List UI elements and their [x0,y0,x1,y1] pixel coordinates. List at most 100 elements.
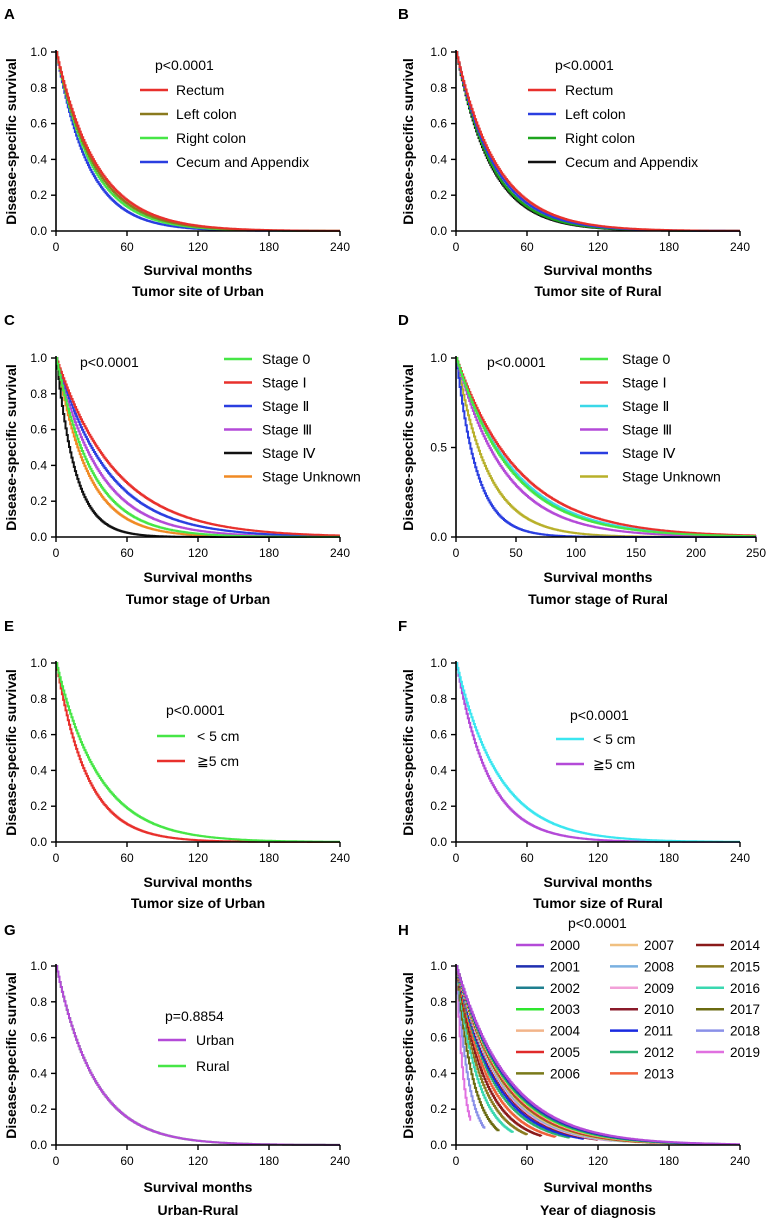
y-tick-label: 0.2 [30,1102,47,1116]
legend-label: 2007 [644,938,674,953]
y-tick-label: 0.4 [30,763,47,777]
legend-label: 2011 [644,1024,673,1039]
panel-letter: G [4,922,16,939]
panel-letter: E [4,618,14,635]
legend-label: 2014 [730,938,761,953]
x-tick-label: 200 [686,546,706,560]
x-tick-label: 60 [120,1154,134,1168]
p-value: p<0.0001 [555,57,614,73]
curve-urban [56,965,340,1146]
y-tick-label: 0.0 [430,835,447,849]
x-tick-label: 240 [730,1154,750,1168]
y-axis-title: Disease-specific survival [3,669,19,836]
legend-label: 2003 [550,1002,580,1017]
legend-label: 2009 [644,981,674,996]
legend-label: Stage Ⅰ [262,375,307,391]
curve-stage- [456,357,756,537]
y-tick-label: 0.6 [30,728,47,742]
y-tick-label: 0.6 [430,728,447,742]
panel-subtitle: Tumor stage of Urban [126,591,270,607]
panel-b: B 0 60 120 180 240 0.0 0.2 0.4 0.6 0.8 1.0 Survival … [398,6,750,299]
x-axis-title: Survival months [144,262,253,278]
y-tick-label: 1.0 [430,351,447,365]
x-tick-label: 60 [520,851,534,865]
legend-label: Stage Unknown [262,469,361,485]
x-tick-label: 120 [188,240,208,254]
legend: < 5 cm ≧5 cm [157,728,239,769]
y-tick-label: 0.8 [430,692,447,706]
legend-label: < 5 cm [593,731,635,747]
panel-subtitle: Tumor size of Urban [131,895,265,911]
y-tick-label: 0.0 [430,530,447,544]
curve-stage- [56,357,340,537]
y-tick-label: 0.2 [430,1102,447,1116]
y-tick-label: 1.0 [430,45,447,59]
y-tick-label: 0.8 [30,995,47,1009]
legend-label: Stage Ⅳ [262,445,315,461]
curve-2012 [456,965,571,1139]
y-tick-label: 1.0 [430,656,447,670]
p-value: p<0.0001 [166,702,225,718]
x-tick-label: 180 [659,240,679,254]
x-tick-label: 120 [188,851,208,865]
legend: Rectum Left colon Right colon Cecum and App… [528,82,698,170]
legend-label: 2013 [644,1066,674,1081]
y-tick-label: 0.8 [430,995,447,1009]
legend-label: Stage Ⅲ [262,422,312,438]
curve--5-cm [456,662,740,843]
curve-rural [56,965,340,1146]
panel-subtitle: Tumor site of Rural [534,283,661,299]
legend-label: 2002 [550,981,580,996]
legend-label: < 5 cm [197,728,239,744]
y-tick-label: 0.8 [430,81,447,95]
curve-2013 [456,965,557,1138]
legend-label: Rectum [565,82,613,98]
x-tick-label: 60 [120,240,134,254]
legend-label: Stage Ⅲ [622,422,672,438]
y-tick-label: 1.0 [430,959,447,973]
p-value: p<0.0001 [568,915,627,931]
legend: 2000 2001 2002 2003 2004 2005 2006 2007 2008 2009… [516,938,761,1081]
x-tick-label: 150 [626,546,646,560]
legend-label: Left colon [565,106,626,122]
x-tick-label: 60 [520,1154,534,1168]
legend-label: Stage Ⅱ [622,398,669,414]
x-tick-label: 180 [259,1154,279,1168]
legend-label: 2005 [550,1045,580,1060]
x-axis-title: Survival months [544,262,653,278]
y-tick-label: 0.0 [430,224,447,238]
legend-label: 2006 [550,1066,580,1081]
x-tick-label: 0 [53,240,60,254]
x-tick-label: 120 [588,1154,608,1168]
y-tick-label: 1.0 [30,45,47,59]
y-tick-label: 0.4 [430,152,447,166]
x-tick-label: 0 [453,1154,460,1168]
y-tick-label: 0.8 [30,387,47,401]
y-tick-label: 0.4 [30,152,47,166]
curve-2017 [456,965,500,1132]
panel-e: E 0 60 120 180 240 0.0 0.2 0.4 0.6 0.8 1.0 Survival … [3,618,350,911]
p-value: p<0.0001 [155,57,214,73]
panel-letter: F [398,618,407,635]
panel-letter: H [398,922,409,939]
y-tick-label: 0.2 [30,494,47,508]
curve-rectum [56,51,340,232]
legend-label: 2012 [644,1045,674,1060]
y-tick-label: 0.6 [430,1031,447,1045]
legend-label: Stage 0 [262,351,310,367]
legend: Rectum Left colon Right colon Cecum and App… [140,82,309,170]
x-tick-label: 120 [588,851,608,865]
curve-rectum [456,51,740,232]
legend-label: 2019 [730,1045,760,1060]
y-axis-title: Disease-specific survival [400,364,416,531]
panel-letter: D [398,312,409,329]
x-tick-label: 60 [520,240,534,254]
legend-label: Rectum [176,82,224,98]
curve-2014 [456,965,543,1137]
x-tick-label: 60 [120,546,134,560]
x-tick-label: 180 [659,851,679,865]
legend-label: 2004 [550,1024,581,1039]
y-tick-label: 0.4 [430,1066,447,1080]
y-tick-label: 0.2 [430,188,447,202]
